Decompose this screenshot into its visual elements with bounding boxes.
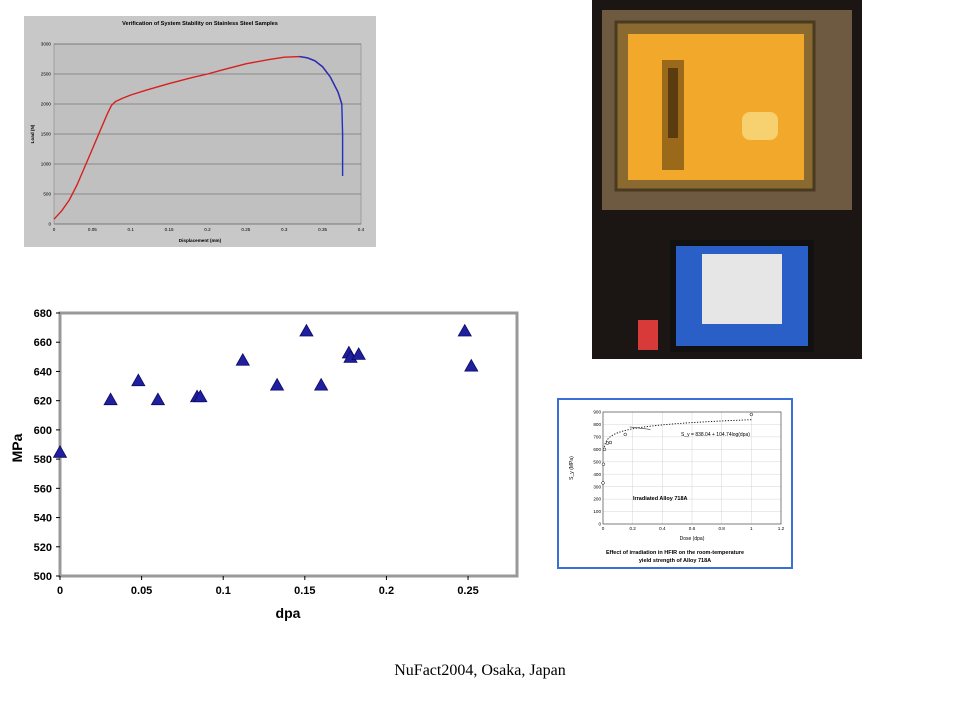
y-tick-label: 660 [34, 337, 52, 349]
load-displacement-svg: Verification of System Stability on Stai… [30, 21, 365, 243]
inset-label: Irradiated Alloy 718A [633, 496, 688, 502]
data-point [299, 323, 314, 337]
y-tick-label: 600 [34, 425, 52, 437]
data-point [193, 389, 208, 403]
load-displacement-chart: Verification of System Stability on Stai… [24, 16, 376, 247]
y-tick-label: 100 [593, 509, 601, 514]
x-tick-label: 1.2 [778, 526, 785, 531]
y-tick-label: 0 [48, 222, 51, 227]
x-tick-label: 0.1 [216, 585, 231, 597]
x-tick-label: 0.2 [379, 585, 394, 597]
x-tick-label: 0.05 [88, 227, 97, 232]
y-tick-label: 3000 [41, 42, 52, 47]
x-tick-label: 0.35 [318, 227, 327, 232]
y-tick-label: 500 [43, 192, 51, 197]
y-tick-label: 800 [593, 422, 601, 427]
x-tick-label: 0.15 [294, 585, 315, 597]
y-tick-label: 640 [34, 366, 52, 378]
hot-cell-photo-svg [592, 0, 862, 359]
y-tick-label: 560 [34, 483, 52, 495]
software-window [702, 254, 782, 324]
y-tick-label: 600 [593, 447, 601, 452]
x-tick-label: 0.25 [241, 227, 250, 232]
data-point [602, 447, 607, 451]
y-tick-label: 580 [34, 454, 52, 466]
y-tick-label: 0 [598, 522, 601, 527]
fit-annotation: S_y = 838.04 + 104.74log(dpa) [681, 432, 750, 438]
manipulator [742, 112, 778, 140]
data-point [457, 323, 472, 337]
shielding-window [628, 34, 804, 180]
x-tick-label: 0 [53, 227, 56, 232]
red-device [638, 320, 658, 350]
x-tick-label: 0.05 [131, 585, 152, 597]
y-axis-label: Load (N) [30, 124, 35, 143]
x-axis-label: dpa [276, 605, 301, 621]
y-tick-label: 2500 [41, 72, 52, 77]
y-tick-label: 2000 [41, 102, 52, 107]
y-axis-label: S_y (MPa) [569, 456, 575, 480]
data-point [623, 432, 627, 437]
x-tick-label: 0.1 [128, 227, 135, 232]
y-tick-label: 500 [593, 459, 601, 464]
yield-strength-vs-dpa-chart: dpa MPa 0 0.05 0.1 0.15 0.2 0.25 500 520 540 560… [0, 298, 530, 628]
y-tick-label: 300 [593, 484, 601, 489]
data-point [749, 412, 753, 417]
x-tick-label: 1 [750, 526, 753, 531]
x-axis-label: Dose (dpa) [680, 536, 705, 542]
y-tick-label: 400 [593, 472, 601, 477]
y-tick-label: 680 [34, 308, 52, 320]
data-point [601, 481, 605, 485]
chart-title: Verification of System Stability on Stai… [122, 21, 278, 27]
data-point [52, 444, 68, 458]
x-tick-label: 0.2 [204, 227, 211, 232]
alloy-718a-chart: 0 0.2 0.4 0.6 0.8 1 1.2 0 100 200 300 400 500 600 700… [557, 398, 793, 569]
annotation-arrow [629, 426, 651, 430]
caption-line-2: yield strength of Alloy 718A [639, 558, 711, 564]
y-tick-label: 1500 [41, 132, 52, 137]
x-tick-label: 0.4 [358, 227, 365, 232]
y-tick-label: 520 [34, 542, 52, 554]
y-tick-label: 200 [593, 497, 601, 502]
footer-text: NuFact2004, Osaka, Japan [394, 662, 566, 679]
y-tick-label: 900 [593, 410, 601, 415]
hot-cell-photo [592, 0, 862, 359]
alloy-718a-svg: 0 0.2 0.4 0.6 0.8 1 1.2 0 100 200 300 400 500 600 700… [559, 400, 791, 567]
data-point [601, 462, 606, 466]
data-point [608, 440, 613, 445]
data-point [103, 392, 118, 406]
y-tick-label: 620 [34, 396, 52, 408]
y-axis-label: MPa [9, 433, 25, 462]
data-point [131, 373, 146, 387]
x-tick-label: 0.3 [281, 227, 288, 232]
y-tick-label: 540 [34, 513, 52, 525]
data-point [605, 441, 610, 445]
data-point [313, 377, 329, 391]
x-tick-label: 0.4 [659, 526, 666, 531]
x-axis-label: Displacement (mm) [179, 238, 222, 243]
x-tick-label: 0.8 [718, 526, 725, 531]
plot-area [58, 311, 519, 578]
data-point [269, 377, 285, 391]
x-tick-label: 0 [57, 585, 63, 597]
x-tick-label: 0.25 [457, 585, 478, 597]
series-line-2 [299, 55, 344, 176]
data-point [235, 352, 250, 366]
y-tick-label: 700 [593, 434, 601, 439]
data-point [150, 392, 166, 406]
x-tick-label: 0.6 [689, 526, 696, 531]
x-tick-label: 0.2 [629, 526, 636, 531]
fit-curve [603, 419, 752, 450]
yield-strength-vs-dpa-svg: dpa MPa 0 0.05 0.1 0.15 0.2 0.25 500 520 540 560… [9, 308, 519, 621]
data-point [464, 358, 479, 372]
x-tick-label: 0.15 [165, 227, 174, 232]
x-tick-label: 0 [602, 526, 605, 531]
data-point [351, 347, 366, 360]
y-tick-label: 1000 [41, 162, 52, 167]
y-tick-label: 500 [34, 571, 52, 583]
plot-area [602, 411, 782, 525]
caption-line-1: Effect of irradiation in HFIR on the roo… [606, 550, 744, 556]
